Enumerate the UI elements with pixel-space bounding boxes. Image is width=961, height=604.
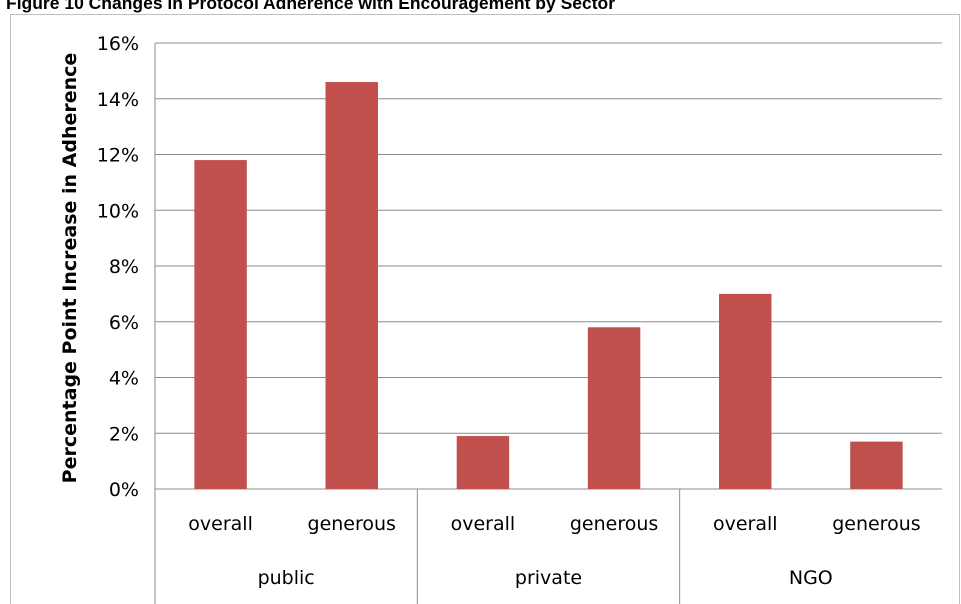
y-tick-label: 14%: [97, 89, 139, 111]
bar: [587, 327, 641, 489]
y-tick-label: 8%: [109, 256, 139, 278]
y-tick-label: 2%: [109, 423, 139, 445]
x-group-label: public: [258, 567, 315, 589]
x-category-label: overall: [188, 513, 253, 535]
gridlines: [155, 42, 942, 434]
x-category-label: generous: [570, 513, 658, 535]
bar: [719, 293, 772, 489]
x-category-label: generous: [832, 513, 920, 535]
y-tick-label: 0%: [109, 479, 139, 501]
y-tick-label: 16%: [97, 33, 139, 55]
x-group-label: NGO: [789, 567, 833, 589]
bar: [325, 82, 378, 490]
chart-frame: [10, 14, 960, 604]
bar: [194, 160, 247, 489]
x-category-label: generous: [308, 513, 396, 535]
y-axis-label: Percentage Point Increase in Adherence: [59, 53, 81, 484]
y-tick-label: 12%: [97, 145, 139, 167]
y-tick-label: 4%: [109, 368, 139, 390]
axes: [154, 43, 942, 604]
y-tick-label: 6%: [109, 312, 139, 334]
y-tick-label: 10%: [97, 200, 139, 222]
x-category-label: overall: [451, 513, 516, 535]
bar: [850, 441, 903, 489]
x-group-label: private: [515, 567, 582, 589]
x-category-label: overall: [713, 513, 778, 535]
bars: [194, 82, 903, 490]
labels: 0% 2% 4% 6% 8% 10% 12% 14% 16% overall generous ove…: [97, 33, 921, 589]
chart-title: Figure 10 Changes in Protocol Adherence …: [6, 0, 616, 13]
bar: [456, 436, 510, 489]
